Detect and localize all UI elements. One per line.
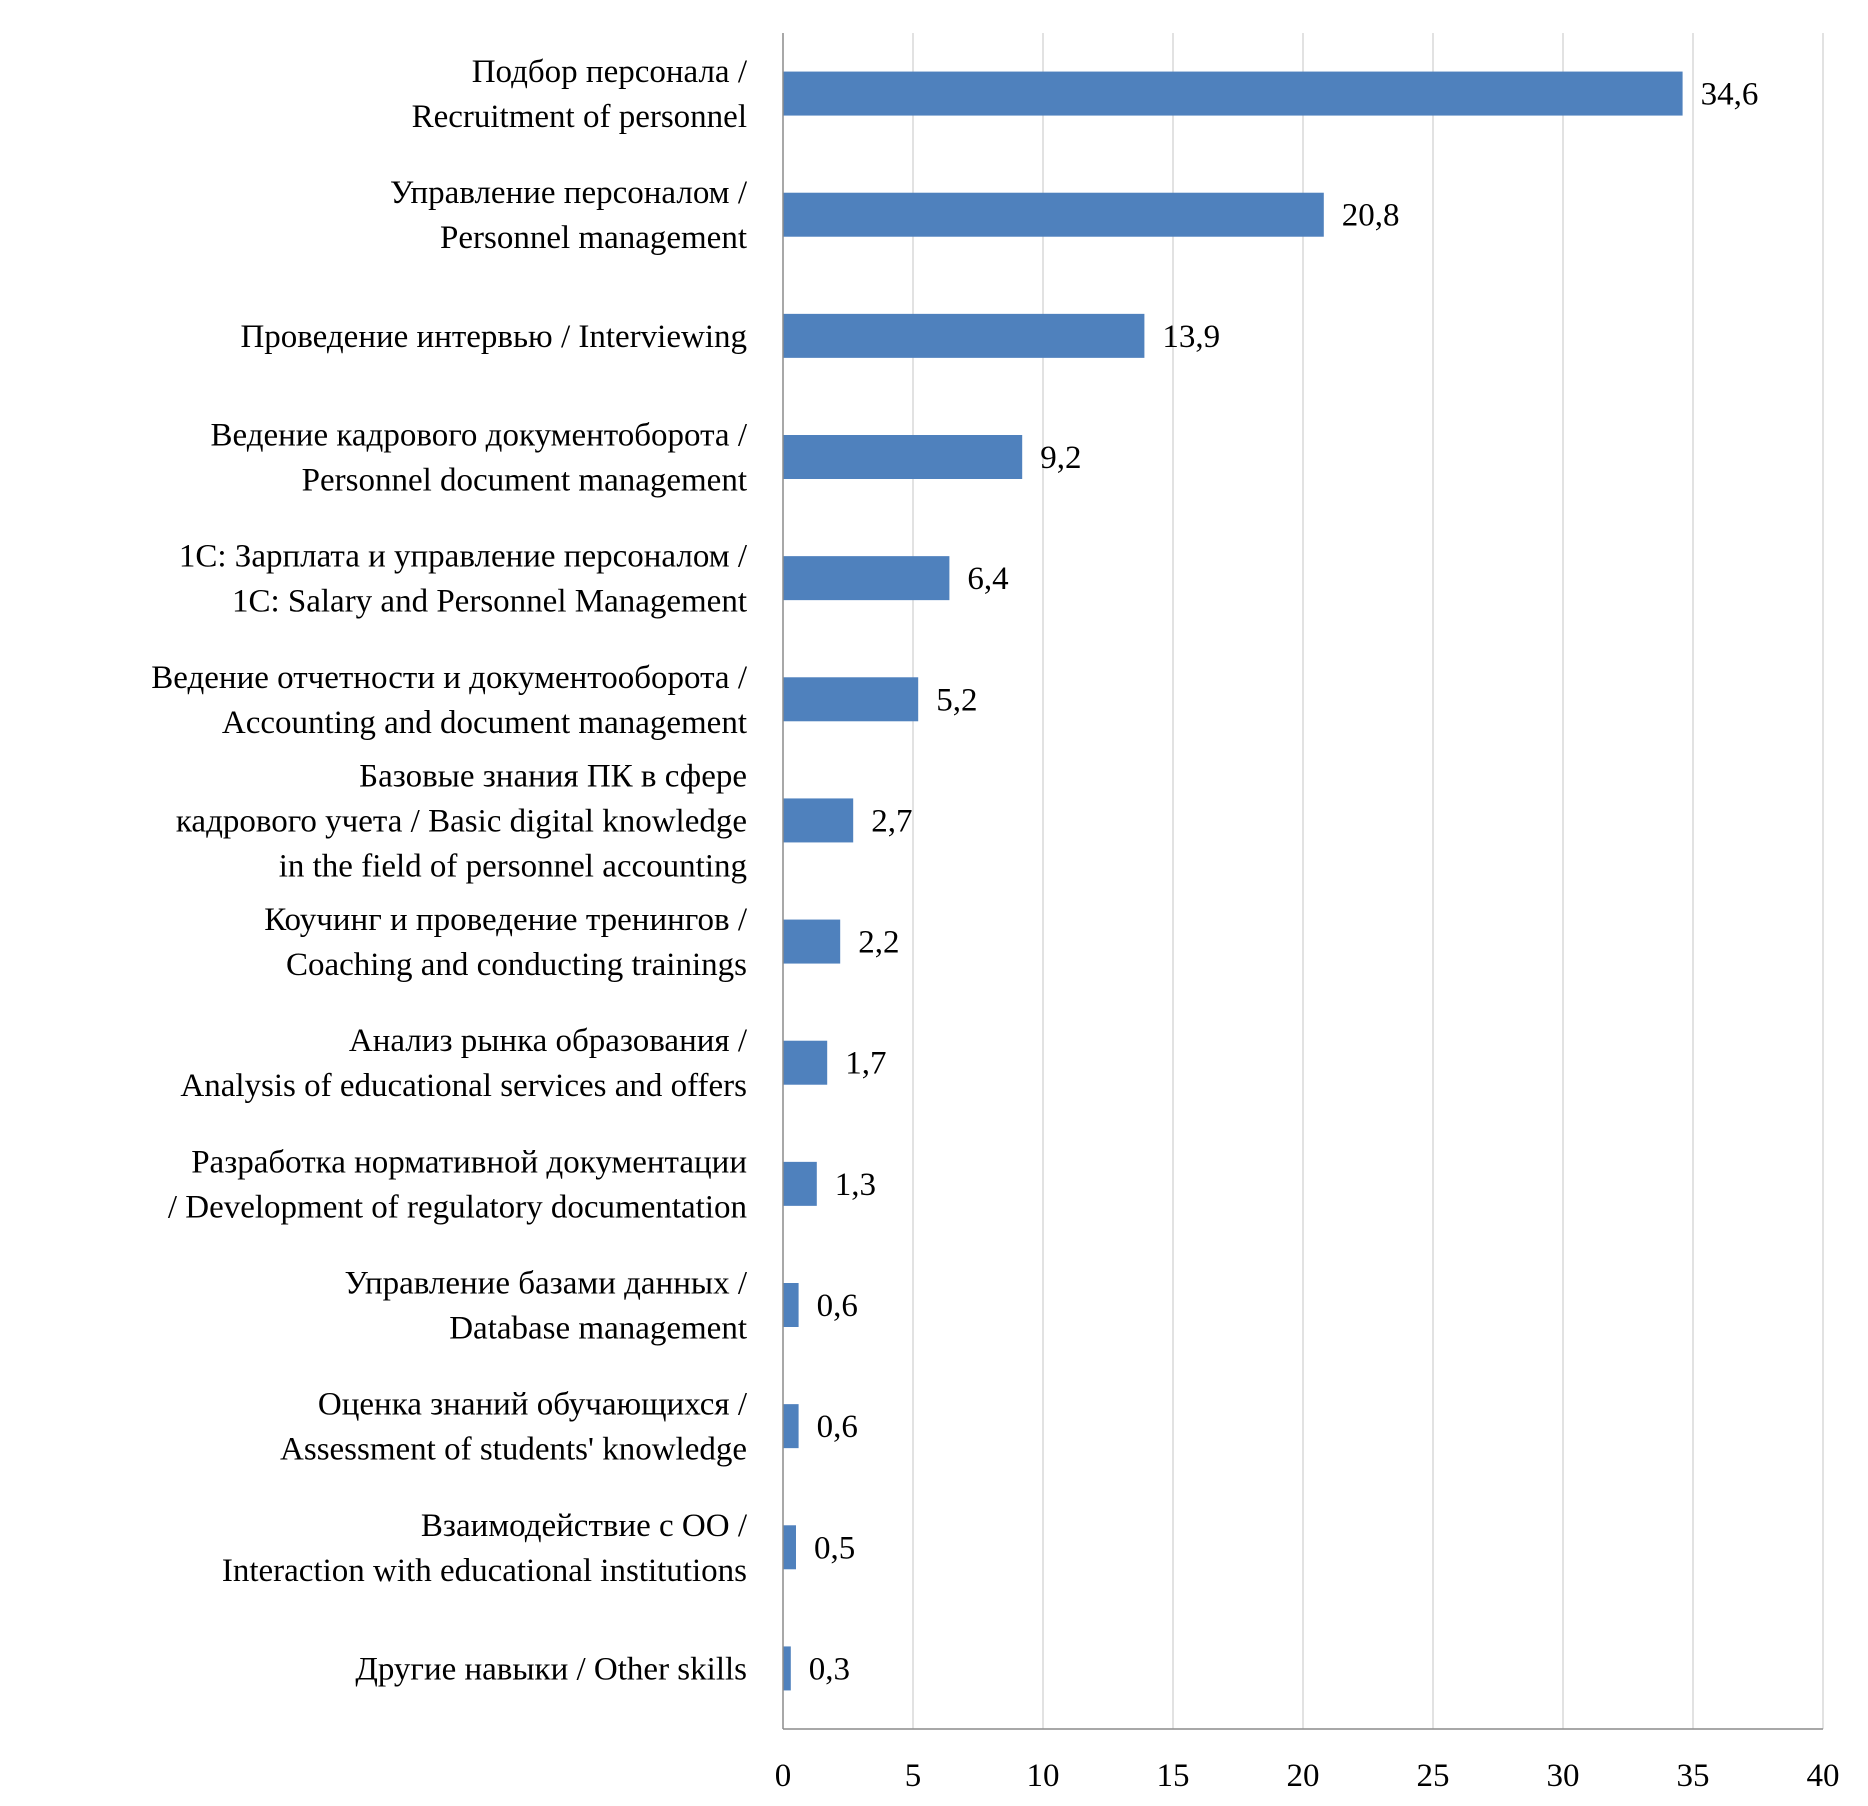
category-label: Взаимодействие с ОО / [421, 1508, 748, 1544]
category-label: Recruitment of personnel [412, 99, 747, 135]
category-label: / Development of regulatory documentatio… [168, 1189, 747, 1225]
category-label: Подбор персонала / [472, 54, 748, 90]
value-label: 2,2 [858, 925, 899, 961]
bar [783, 71, 1683, 116]
category-label: 1C: Salary and Personnel Management [232, 584, 747, 620]
category-label: Другие навыки / Other skills [355, 1651, 747, 1687]
x-tick-label: 30 [1547, 1758, 1580, 1794]
bar [783, 1040, 828, 1085]
category-label: Coaching and conducting trainings [286, 947, 747, 983]
bar [783, 919, 841, 964]
axes [782, 33, 1823, 1730]
bar [783, 677, 919, 722]
bar [783, 435, 1023, 479]
x-tick-label: 25 [1417, 1758, 1450, 1794]
x-tick-label: 35 [1677, 1758, 1710, 1794]
value-label: 2,7 [871, 803, 912, 839]
x-tick-label: 15 [1157, 1758, 1190, 1794]
value-labels: 34,6 20,8 13,9 9,2 6,4 5,2 2,7 2,2 1,7 1,3 0,6 0,6 0… [809, 77, 1759, 1688]
category-label: Разработка нормативной документации [191, 1144, 747, 1180]
bars [783, 71, 1683, 1691]
value-label: 0,5 [814, 1530, 855, 1566]
bar [783, 1404, 799, 1449]
category-label: Оценка знаний обучающихся / [318, 1387, 748, 1423]
category-label: Analysis of educational services and off… [180, 1068, 747, 1104]
bar [783, 313, 1145, 358]
category-label: Управление базами данных / [344, 1266, 747, 1302]
category-label: Assessment of students' knowledge [280, 1432, 747, 1468]
category-label: Коучинг и проведение тренингов / [264, 902, 748, 938]
category-label: Accounting and document management [222, 705, 747, 741]
value-label: 1,3 [835, 1167, 876, 1203]
category-labels: Подбор персонала / Recruitment of personn… [151, 54, 748, 1687]
value-label: 1,7 [845, 1046, 886, 1082]
x-tick-label: 40 [1807, 1758, 1840, 1794]
category-label: Personnel document management [302, 463, 747, 499]
category-label: Interaction with educational institution… [222, 1553, 747, 1589]
value-label: 6,4 [967, 561, 1008, 597]
value-label: 13,9 [1162, 319, 1220, 355]
x-tick-label: 10 [1027, 1758, 1060, 1794]
bar [783, 1161, 817, 1206]
bar [783, 1283, 799, 1327]
category-label: Проведение интервью / Interviewing [240, 319, 747, 355]
category-label: in the field of personnel accounting [279, 848, 747, 884]
category-label: Ведение отчетности и документооборота / [151, 660, 748, 696]
x-tick-labels: 0 5 10 15 20 25 30 35 40 [775, 1758, 1840, 1794]
category-label: Базовые знания ПК в сфере [359, 758, 747, 794]
category-label: Database management [449, 1311, 747, 1347]
value-label: 0,3 [809, 1651, 850, 1687]
bar [783, 556, 950, 601]
value-label: 9,2 [1040, 440, 1081, 476]
value-label: 0,6 [817, 1409, 858, 1445]
x-tick-label: 20 [1287, 1758, 1320, 1794]
bar [783, 1525, 796, 1570]
value-label: 20,8 [1342, 198, 1400, 234]
value-label: 0,6 [817, 1288, 858, 1324]
bar [783, 1646, 791, 1691]
x-tick-label: 5 [905, 1758, 922, 1794]
category-label: 1С: Зарплата и управление персоналом / [179, 539, 748, 575]
category-label: Управление персоналом / [390, 175, 748, 211]
value-label: 34,6 [1701, 77, 1759, 113]
bar [783, 192, 1324, 237]
category-label: Ведение кадрового документоборота / [210, 418, 747, 454]
x-tick-label: 0 [775, 1758, 792, 1794]
category-label: кадрового учета / Basic digital knowledg… [176, 803, 747, 839]
category-label: Анализ рынка образования / [349, 1023, 748, 1059]
category-label: Personnel management [440, 220, 747, 256]
value-label: 5,2 [936, 682, 977, 718]
bar [783, 798, 854, 843]
